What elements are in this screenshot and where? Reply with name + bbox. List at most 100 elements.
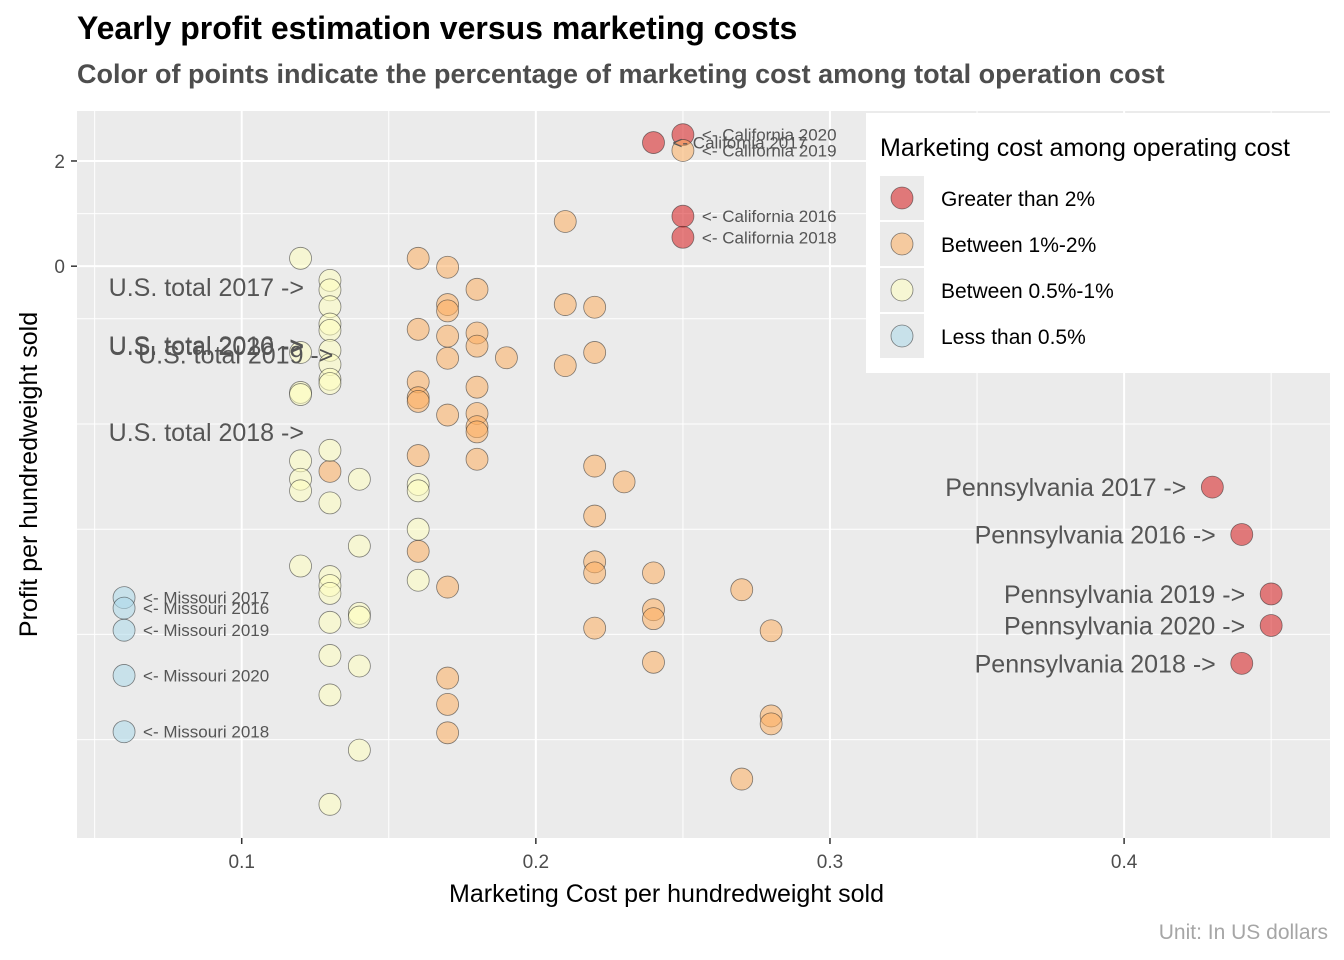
data-point-gt2 (1230, 523, 1254, 546)
point-annotation: Pennsylvania 2020 -> (1004, 612, 1245, 640)
legend-label: Less than 0.5% (941, 326, 1086, 349)
chart-subtitle: Color of points indicate the percentage … (77, 59, 1165, 89)
legend-label: Greater than 2% (941, 188, 1095, 211)
x-axis-title: Marketing Cost per hundredweight sold (449, 880, 884, 908)
data-point-b12 (436, 666, 460, 690)
data-point-b12 (465, 420, 489, 444)
data-point-b12 (730, 767, 754, 791)
data-point-b12 (465, 375, 489, 399)
legend-box (866, 113, 1344, 373)
legend-key-lt05 (890, 324, 914, 348)
y-tick-label: 0 (54, 257, 65, 278)
data-point-b12 (436, 692, 460, 716)
point-annotation: <- Missouri 2019 (143, 621, 269, 640)
data-point-b0501 (347, 654, 371, 678)
data-point-b12 (465, 277, 489, 301)
data-point-b12 (465, 447, 489, 471)
data-point-b12 (583, 561, 607, 585)
data-point-b12 (583, 504, 607, 528)
data-point-b0501 (318, 683, 342, 707)
point-annotation: <- California 2017 (672, 134, 807, 153)
data-point-b0501 (318, 318, 342, 342)
data-point-b0501 (318, 491, 342, 515)
data-point-gt2 (1230, 651, 1254, 675)
legend-key-b12 (890, 232, 914, 256)
chart-caption: Unit: In US dollars (1158, 921, 1328, 944)
point-annotation: Pennsylvania 2017 -> (945, 474, 1186, 502)
data-point-b12 (406, 246, 430, 270)
point-annotation: U.S. total 2020 -> (109, 333, 304, 361)
data-point-lt05 (112, 720, 136, 744)
data-point-b12 (465, 334, 489, 358)
data-point-b0501 (406, 568, 430, 592)
data-point-b12 (642, 561, 665, 585)
data-point-b0501 (318, 610, 342, 634)
legend-label: Between 1%-2% (941, 234, 1096, 257)
data-point-b0501 (406, 517, 430, 541)
data-point-b12 (730, 578, 754, 602)
point-annotation: <- California 2018 (702, 228, 837, 247)
data-point-b12 (583, 454, 607, 478)
data-point-b12 (406, 444, 430, 467)
data-point-b0501 (289, 479, 312, 503)
point-annotation: <- California 2020 (702, 126, 837, 145)
data-point-b12 (436, 299, 460, 323)
data-point-b12 (436, 255, 460, 279)
legend-title: Marketing cost among operating cost (880, 134, 1290, 162)
data-point-b12 (553, 210, 577, 233)
data-point-lt05 (112, 596, 136, 620)
data-point-b12 (642, 607, 665, 631)
data-point-b0501 (318, 438, 342, 462)
data-point-b0501 (347, 534, 371, 558)
point-annotation: <- Missouri 2016 (143, 599, 269, 618)
data-point-b12 (406, 389, 430, 413)
data-point-b12 (583, 616, 607, 640)
data-point-b0501 (406, 479, 430, 503)
data-point-b12 (642, 650, 665, 674)
x-tick-label: 0.1 (229, 852, 255, 873)
data-point-b12 (583, 295, 607, 319)
data-point-b0501 (289, 383, 312, 406)
point-annotation: <- California 2016 (702, 207, 837, 226)
legend-key-b0501 (890, 278, 914, 302)
data-point-b12 (436, 324, 460, 348)
data-point-b12 (553, 354, 577, 378)
point-annotation: Pennsylvania 2018 -> (975, 650, 1216, 678)
data-point-b12 (436, 403, 460, 427)
data-point-b0501 (347, 467, 371, 491)
point-annotation: U.S. total 2018 -> (109, 419, 304, 447)
x-tick-label: 0.2 (523, 852, 549, 873)
point-annotation: Pennsylvania 2016 -> (975, 521, 1216, 549)
data-point-b0501 (318, 644, 342, 667)
data-point-b12 (553, 293, 577, 316)
data-point-b12 (759, 619, 783, 643)
data-point-gt2 (1200, 475, 1224, 499)
data-point-b0501 (318, 581, 342, 605)
data-point-b0501 (318, 792, 342, 816)
data-point-b12 (406, 539, 430, 563)
data-point-b12 (436, 346, 460, 370)
x-tick-label: 0.4 (1111, 852, 1138, 873)
data-point-gt2 (642, 131, 665, 154)
data-point-b0501 (318, 372, 342, 395)
point-annotation: Pennsylvania 2019 -> (1004, 581, 1245, 609)
point-annotation: <- Missouri 2017 (143, 589, 269, 608)
data-point-b0501 (347, 738, 371, 762)
legend-key-gt2 (890, 186, 914, 210)
data-point-b0501 (289, 554, 312, 578)
x-tick-label: 0.3 (817, 852, 843, 873)
chart-title: Yearly profit estimation versus marketin… (77, 10, 798, 46)
point-annotation: <- California 2019 (702, 141, 837, 160)
data-point-b12 (583, 341, 607, 364)
data-point-gt2 (671, 225, 695, 249)
data-point-gt2 (1259, 582, 1283, 606)
data-point-b12 (495, 346, 518, 370)
data-point-b0501 (289, 341, 312, 364)
data-point-b12 (436, 721, 460, 745)
data-point-b0501 (347, 605, 371, 629)
point-annotation: <- Missouri 2020 (143, 666, 269, 685)
data-point-lt05 (112, 618, 136, 642)
data-point-b12 (759, 712, 783, 736)
data-point-b12 (406, 317, 430, 341)
